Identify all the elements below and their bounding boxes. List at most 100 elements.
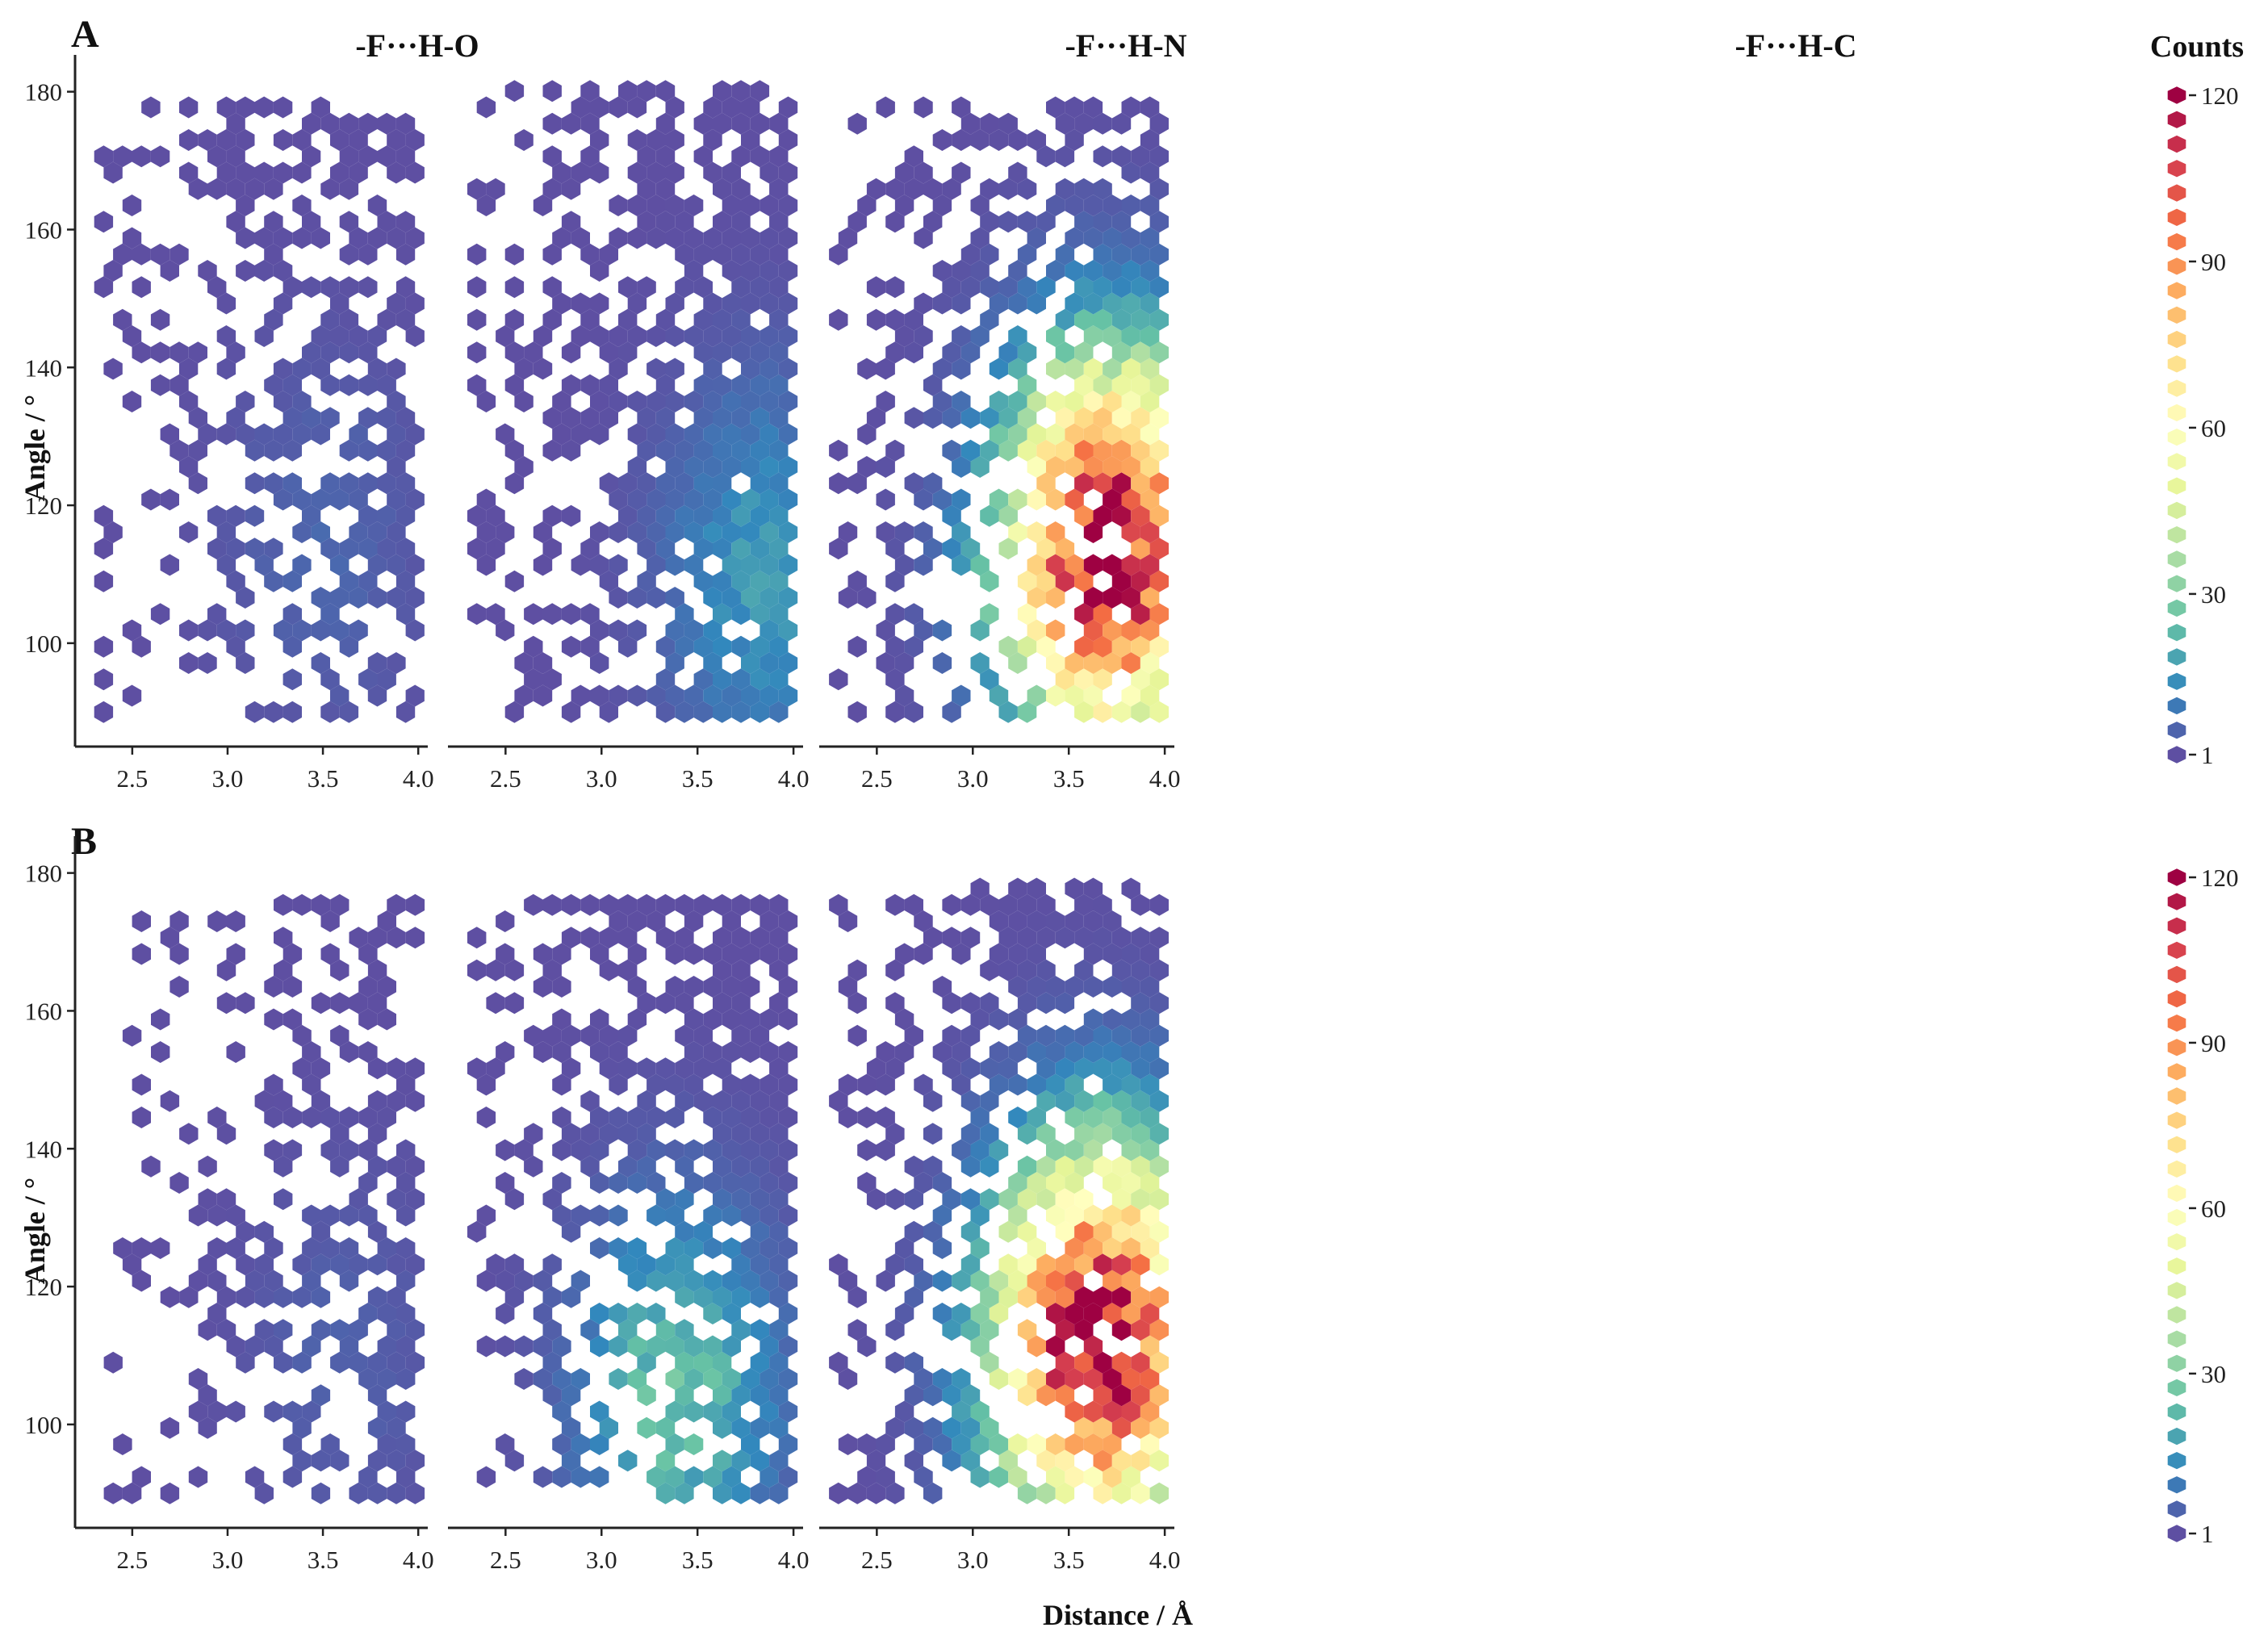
hexbin-cell <box>914 1172 933 1194</box>
colorbar-swatch <box>2167 990 2186 1008</box>
hexbin-cell <box>367 1123 387 1145</box>
hexbin-cell <box>590 1172 609 1194</box>
hexbin-cell <box>467 178 487 200</box>
hexbin-cell <box>731 959 751 981</box>
hexbin-cell <box>703 1335 722 1358</box>
hexbin-cell <box>1149 1450 1169 1472</box>
hexbin-cell <box>496 1335 515 1358</box>
hexbin-cell <box>264 1073 283 1096</box>
hexbin-cell <box>703 943 722 965</box>
hexbin-cell <box>857 587 877 609</box>
hexbin-cell <box>179 391 199 412</box>
hexbin-cell <box>590 391 609 412</box>
hexbin-cell <box>1055 1384 1075 1407</box>
hexbin-cell <box>684 391 704 412</box>
hexbin-cell <box>1140 488 1160 511</box>
hexbin-cell <box>759 423 779 446</box>
hexbin-cell <box>970 1270 990 1292</box>
hexbin-cell <box>1036 1450 1056 1472</box>
hexbin-cell <box>637 407 656 429</box>
hexbin-cell <box>377 439 396 462</box>
hexbin-cell <box>524 1155 543 1178</box>
hexbin-cell <box>960 276 981 299</box>
hexbin-cell <box>273 161 293 184</box>
hexbin-cell <box>675 472 694 495</box>
hexbin-cell <box>1083 619 1103 642</box>
hexbin-cell <box>1065 1270 1084 1292</box>
hexbin-cell <box>188 1466 208 1488</box>
hexbin-cell <box>876 391 895 412</box>
hexbin-cell <box>923 1220 943 1243</box>
x-tick-label: 3.0 <box>957 764 989 793</box>
hexbin-cell <box>367 325 387 347</box>
y-tick-label: 120 <box>25 1273 63 1301</box>
hexbin-cell <box>1074 927 1094 949</box>
hexbin-cell <box>264 1237 283 1259</box>
colorbar-swatch <box>2167 306 2186 324</box>
hexbin-cell <box>292 161 312 184</box>
hexbin-cell <box>960 1024 981 1047</box>
hexbin-cell <box>914 292 933 315</box>
hexbin-cell <box>1093 1384 1112 1407</box>
hexbin-cell <box>1103 1466 1122 1488</box>
hexbin-cell <box>1046 1335 1065 1358</box>
hexbin-cell <box>504 1286 525 1308</box>
hexbin-cell <box>1046 587 1065 609</box>
hexbin-cell <box>1131 1188 1150 1211</box>
hexbin-cell <box>533 652 553 674</box>
hexbin-cell <box>1008 652 1027 674</box>
colorbar-swatch <box>2167 1136 2186 1153</box>
hexbin-cell <box>722 521 741 543</box>
hexbin-cell <box>254 1482 274 1504</box>
hexbin-cell <box>665 488 684 511</box>
hexbin-cell <box>188 439 207 462</box>
x-tick-label: 4.0 <box>403 1546 434 1574</box>
hexbin-cell <box>778 1139 798 1161</box>
hexbin-cell <box>198 1384 217 1407</box>
hexbin-cell <box>932 391 952 412</box>
hexbin-cell <box>476 1073 496 1096</box>
hexbin-cell <box>647 554 666 576</box>
hexbin-cell <box>769 1416 789 1439</box>
hexbin-cell <box>311 96 330 119</box>
hexbin-cell <box>311 1482 331 1504</box>
hexbin-cell <box>467 959 487 981</box>
hexbin-cell <box>778 1303 798 1324</box>
hexbin-cell <box>980 959 999 981</box>
hexbin-cell <box>1017 1155 1037 1178</box>
hexbin-cell <box>405 325 425 347</box>
hexbin-cell <box>1065 1139 1084 1161</box>
hexbin-cell <box>311 325 330 347</box>
hexbin-cell <box>703 976 722 998</box>
hexbin-cell <box>637 80 656 103</box>
hexbin-cell <box>590 554 609 576</box>
hexbin-cell <box>377 668 396 691</box>
hexbin-cell <box>330 959 349 981</box>
hexbin-cell <box>609 1204 628 1227</box>
hexbin-cell <box>320 1139 340 1161</box>
hexbin-cell <box>731 1188 751 1211</box>
hexbin-cell <box>245 701 265 723</box>
hexbin-cell <box>1103 456 1122 478</box>
hexbin-cell <box>713 570 732 592</box>
hexbin-cell <box>405 1188 425 1211</box>
hexbin-cell <box>769 1286 789 1308</box>
hexbin-cell <box>894 195 914 216</box>
hexbin-cell <box>778 684 798 707</box>
hexbin-cell <box>311 423 330 446</box>
hexbin-cell <box>405 1090 425 1112</box>
hexbin-cell <box>1046 260 1065 282</box>
hexbin-cell <box>311 1286 331 1308</box>
hexbin-cell <box>857 358 877 380</box>
hexbin-cell <box>942 927 961 949</box>
hexbin-cell <box>703 391 722 412</box>
hexbin-cell <box>132 635 151 658</box>
hexbin-cell <box>703 1368 722 1390</box>
hexbin-cell <box>693 1351 713 1374</box>
hexbin-cell <box>292 129 312 151</box>
hexbin-cell <box>1111 1057 1132 1080</box>
hexbin-cell <box>302 145 321 168</box>
hexbin-cell <box>989 1073 1009 1096</box>
hexbin-cell <box>1055 1155 1075 1178</box>
hexbin-cell <box>561 1286 581 1308</box>
